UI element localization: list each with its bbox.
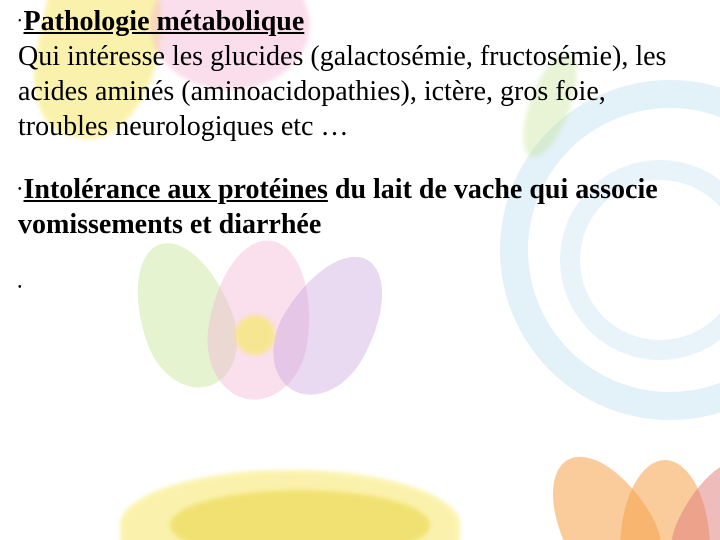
heading-2: Intolérance aux protéines <box>24 174 328 205</box>
slide-content: •Pathologie métabolique Qui intéresse le… <box>0 0 720 305</box>
paragraph-2: •Intolérance aux protéines du lait de va… <box>18 172 702 242</box>
bullet-icon: • <box>18 184 22 195</box>
decor-flower-center <box>235 315 275 355</box>
paragraph-1: •Pathologie métabolique Qui intéresse le… <box>18 4 702 144</box>
paragraph-3-empty: • <box>18 270 702 305</box>
body-1: Qui intéresse les glucides (galactosémie… <box>18 41 666 142</box>
heading-1: Pathologie métabolique <box>24 6 305 37</box>
bullet-icon: • <box>18 282 22 293</box>
bullet-icon: • <box>18 16 22 27</box>
